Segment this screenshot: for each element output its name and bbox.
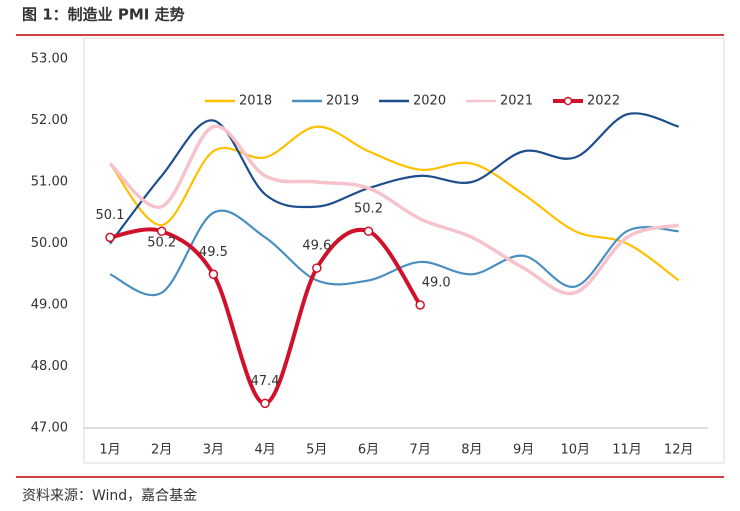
- data-label: 50.2: [354, 202, 383, 217]
- point-marker: [312, 263, 322, 273]
- point-marker: [260, 398, 270, 409]
- x-tick-label: 5月: [306, 443, 327, 458]
- y-tick-label: 51.00: [31, 175, 68, 190]
- legend-label: 2018: [239, 94, 272, 109]
- legend-label: 2021: [500, 94, 533, 109]
- x-tick-label: 8月: [461, 443, 482, 458]
- y-tick-label: 47.00: [31, 421, 68, 436]
- chart-title: 图 1：制造业 PMI 走势: [22, 6, 185, 24]
- source: 资料来源：Wind，嘉合基金: [22, 487, 197, 504]
- legend-label: 2019: [326, 94, 359, 109]
- point-marker: [208, 269, 219, 279]
- y-tick-label: 48.00: [31, 359, 68, 374]
- x-tick-label: 6月: [358, 443, 379, 458]
- x-tick-label: 2月: [151, 443, 172, 458]
- legend-marker: [563, 96, 573, 106]
- legend-label: 2022: [587, 94, 620, 109]
- data-label: 49.0: [422, 276, 451, 291]
- x-tick-label: 1月: [99, 443, 120, 458]
- series-line: [108, 124, 680, 296]
- series-line: [109, 209, 679, 296]
- x-tick-label: 3月: [203, 443, 224, 458]
- data-label: 49.5: [199, 245, 228, 260]
- x-tick-label: 12月: [664, 443, 694, 458]
- x-tick-label: 11月: [612, 443, 642, 458]
- x-tick-label: 7月: [410, 443, 431, 458]
- x-tick-label: 9月: [513, 443, 534, 458]
- y-tick-label: 50.00: [31, 236, 68, 251]
- data-label: 50.1: [96, 208, 125, 223]
- point-marker: [415, 300, 425, 310]
- point-marker: [105, 232, 115, 243]
- point-marker: [156, 226, 167, 236]
- data-label: 49.6: [302, 239, 331, 254]
- data-label: 50.2: [147, 236, 176, 251]
- x-tick-label: 4月: [254, 443, 275, 458]
- series-line: [109, 112, 680, 245]
- point-marker: [363, 226, 374, 236]
- series-line: [109, 125, 680, 282]
- data-label: 47.4: [251, 374, 280, 389]
- y-tick-label: 52.00: [31, 113, 68, 128]
- legend-label: 2020: [413, 94, 446, 109]
- y-tick-label: 53.00: [31, 52, 68, 67]
- plot-border: [83, 37, 725, 464]
- y-tick-label: 49.00: [31, 298, 68, 313]
- x-tick-label: 10月: [561, 443, 591, 458]
